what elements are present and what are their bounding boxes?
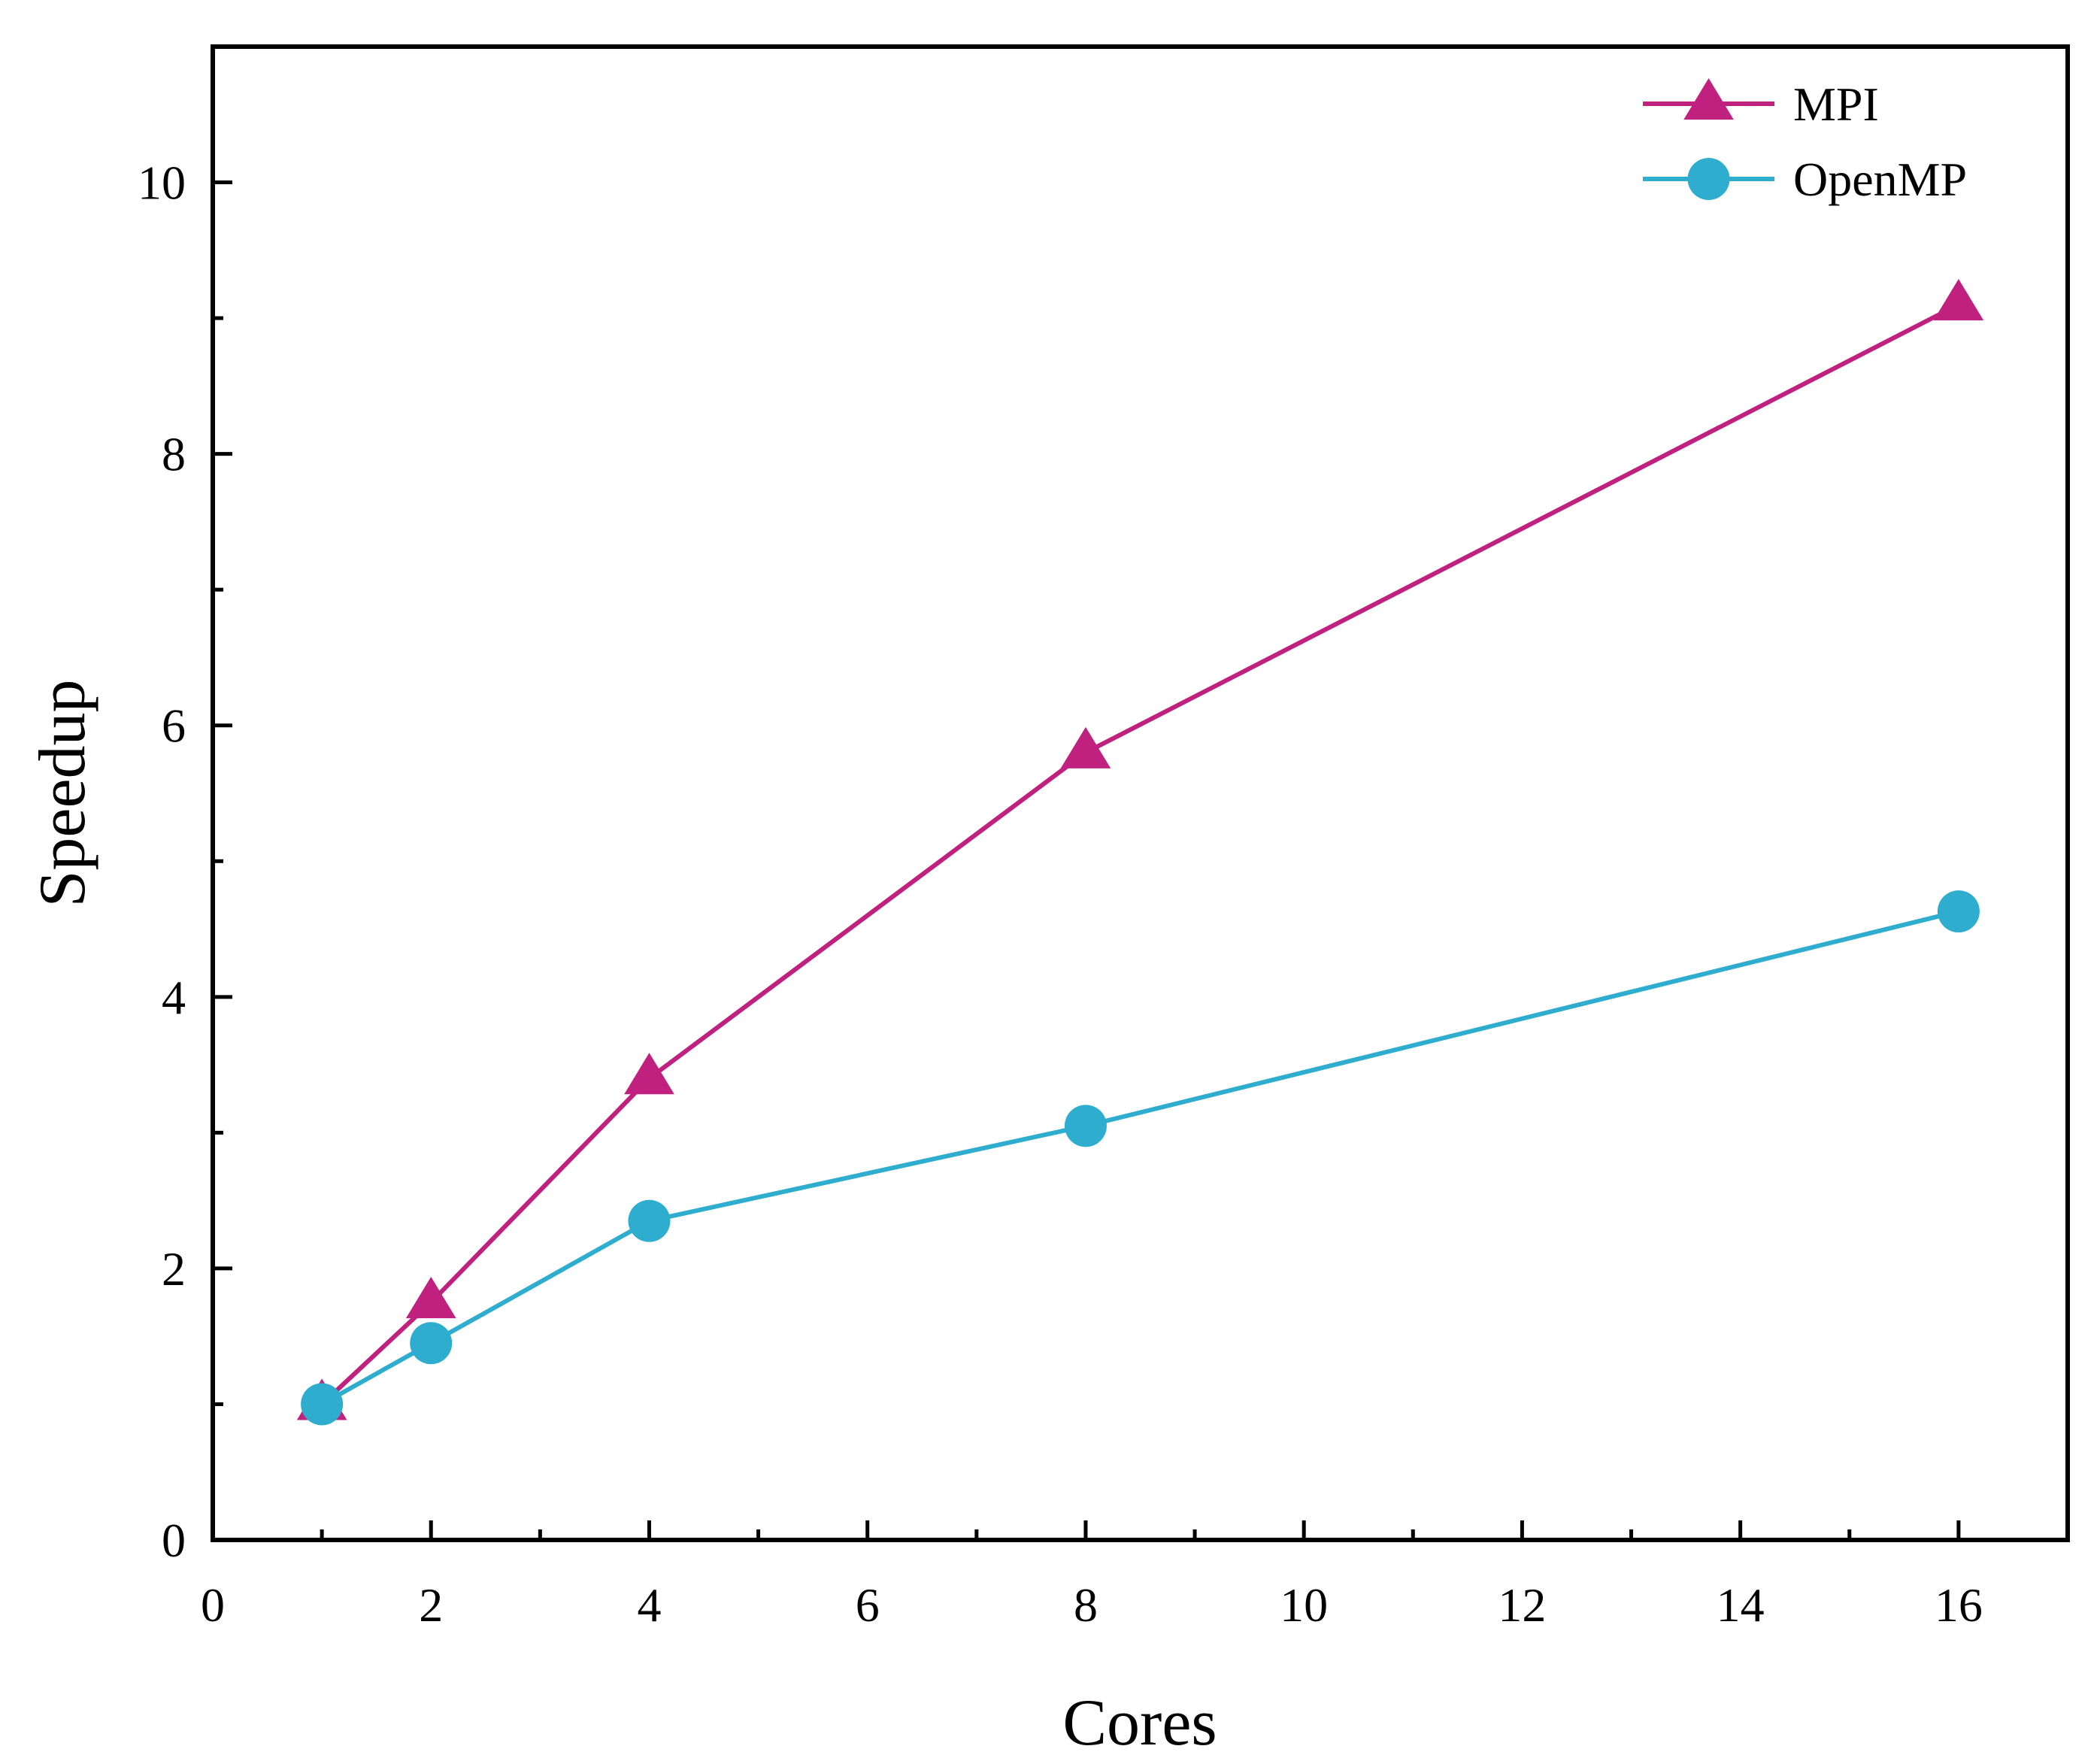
y-tick-label: 6 [162,699,186,753]
legend-item-openmp: OpenMP [1643,153,1967,206]
legend: MPI OpenMP [1643,77,1967,206]
openmp-data-point [1064,1105,1107,1147]
openmp-series [301,890,1980,1426]
openmp-data-point [628,1199,671,1242]
x-tick-label: 4 [637,1578,661,1632]
x-tick-labels: 0 2 4 6 8 10 12 14 16 [201,1578,1983,1632]
legend-marker-mpi [1683,78,1734,120]
legend-label-mpi: MPI [1793,77,1879,131]
x-tick-label: 16 [1935,1578,1983,1632]
legend-label-openmp: OpenMP [1793,153,1967,206]
openmp-data-point [410,1322,453,1365]
mpi-data-point [624,1053,674,1095]
mpi-data-point [1060,726,1111,768]
x-axis-title: Cores [1062,1687,1217,1752]
openmp-data-point [1937,890,1980,933]
mpi-data-point [405,1277,456,1319]
minor-ticks [213,316,1852,1540]
legend-marker-openmp [1687,158,1730,200]
y-tick-label: 2 [162,1242,186,1296]
mpi-line [320,302,1960,1406]
y-tick-label: 4 [162,971,186,1024]
x-tick-label: 14 [1717,1578,1765,1632]
major-ticks [211,180,1961,1542]
mpi-data-point [1933,279,1984,321]
x-tick-label: 10 [1280,1578,1328,1632]
y-axis-title: Speedup [26,679,99,907]
plot-frame [211,44,2070,1542]
legend-item-mpi: MPI [1643,77,1879,131]
x-tick-label: 6 [856,1578,880,1632]
openmp-line [320,909,1959,1407]
x-tick-label: 12 [1498,1578,1546,1632]
y-tick-label: 10 [138,156,186,210]
y-tick-label: 0 [162,1514,186,1567]
x-tick-label: 2 [419,1578,443,1632]
y-tick-labels: 0 2 4 6 8 10 [138,156,186,1567]
x-tick-label: 0 [201,1578,225,1632]
series-layer [296,279,1984,1426]
mpi-series [296,279,1984,1420]
openmp-data-point [301,1383,344,1426]
x-tick-label: 8 [1074,1578,1098,1632]
y-tick-label: 8 [162,428,186,481]
